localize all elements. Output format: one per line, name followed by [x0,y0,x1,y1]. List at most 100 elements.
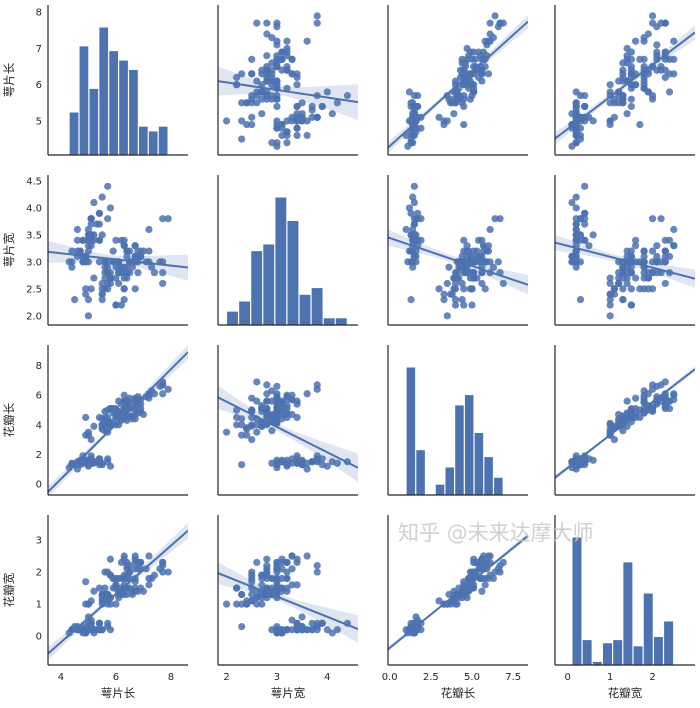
panel-3-1: 2 3 4 萼片宽 [217,515,358,700]
regression-line [555,241,695,280]
data-point [268,34,276,42]
data-point [101,584,109,592]
data-point [606,81,614,89]
data-point [443,279,451,288]
data-point [470,48,478,56]
data-point [572,131,580,140]
data-point [328,110,336,118]
hist-bar [148,131,158,155]
data-point [288,565,296,573]
data-point [159,279,167,288]
data-point [409,258,417,266]
data-point [486,225,494,234]
data-point [640,84,648,92]
data-point [248,435,256,444]
x-tick-label: 3 [274,672,280,683]
data-point [131,584,139,592]
data-point [653,41,661,49]
data-point [82,290,90,298]
data-point [293,113,301,121]
data-point [120,263,128,271]
data-point [410,106,418,114]
hist-bar [416,450,425,495]
data-point [273,91,281,100]
data-point [112,600,120,608]
x-tick-label: 5.0 [464,672,480,683]
data-point [653,242,661,250]
data-point [263,555,271,563]
data-point [293,581,301,589]
data-point [248,113,256,121]
data-point [465,81,473,89]
data-point [106,279,115,288]
data-point [84,225,93,234]
data-point [627,247,635,255]
hist-bar [653,637,663,665]
data-point [491,215,499,223]
data-point [71,296,79,304]
data-point [648,247,657,255]
data-point [478,252,486,261]
data-point [440,296,448,304]
data-point [572,263,580,271]
y-tick-label: 2 [36,450,42,461]
data-point [117,236,126,244]
y-tick-label: 4.0 [26,203,42,214]
data-point [87,236,95,244]
data-point [248,597,256,605]
data-point [253,397,261,405]
data-point [665,88,674,96]
data-point [278,48,286,56]
data-point [222,428,231,436]
data-point [106,269,115,277]
data-point [112,301,120,309]
data-point [293,102,301,111]
x-tick-label: 4 [324,672,330,683]
data-point [79,459,87,467]
data-point [496,19,504,27]
data-point [499,558,507,567]
data-point [123,252,131,261]
data-point [451,296,460,304]
data-point [648,385,657,393]
data-point [87,285,95,293]
data-point [568,198,576,207]
data-point [273,581,281,589]
hist-bar [474,432,484,495]
panel-3-0: 0 1 2 3 花瓣宽 4 6 8 萼片长 [2,515,188,700]
data-point [134,269,142,277]
data-point [268,70,276,78]
data-point [288,70,296,78]
data-point [248,91,256,100]
data-point [283,131,291,140]
regression-line [218,80,358,104]
hist-bar [623,562,633,665]
data-point [615,279,623,288]
data-point [313,385,321,393]
data-point [106,274,115,282]
data-point [456,263,465,271]
data-point [606,296,614,304]
regression-line [388,20,528,149]
data-point [481,285,489,293]
data-point [159,381,167,389]
data-point [283,459,291,467]
y-tick-label: 4.5 [26,176,42,187]
y-axis-label: 花瓣宽 [2,572,16,607]
data-point [576,91,585,100]
data-point [112,263,120,271]
data-point [323,88,331,96]
data-point [288,55,296,63]
data-point [572,139,580,147]
y-tick-label: 3 [36,536,42,547]
data-point [87,619,95,627]
panel-0-1 [217,5,358,156]
data-point [407,139,415,147]
data-point [95,209,104,217]
data-point [123,247,131,255]
data-point [288,459,296,467]
data-point [253,558,261,567]
data-point [278,66,286,74]
x-tick-label: 6 [113,672,119,683]
data-point [82,578,90,586]
